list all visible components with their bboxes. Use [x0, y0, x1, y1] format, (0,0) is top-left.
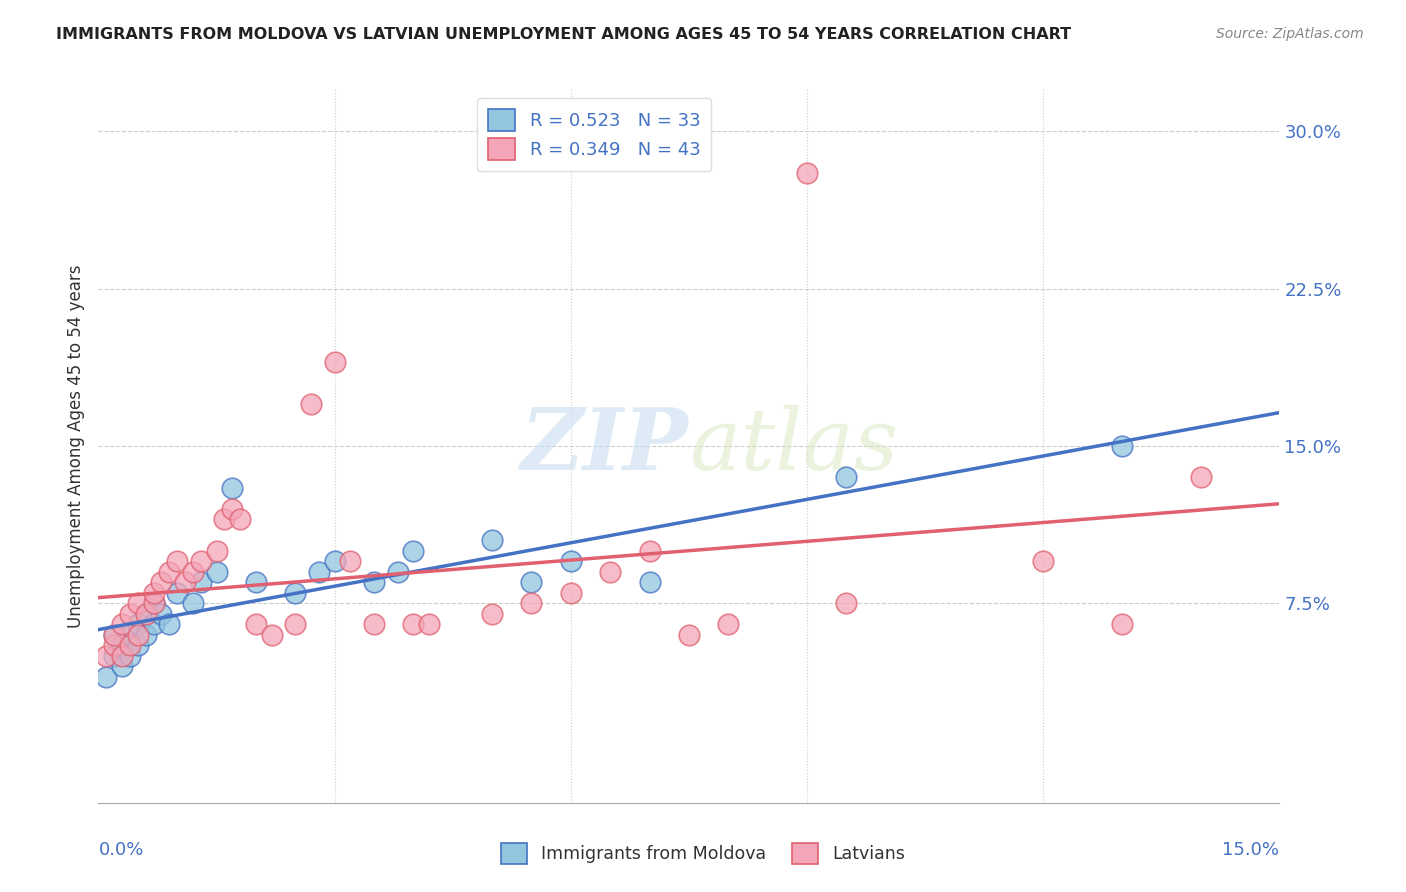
- Point: [363, 617, 385, 632]
- Point: [402, 617, 425, 632]
- Point: [111, 639, 134, 653]
- Point: [221, 502, 243, 516]
- Point: [229, 512, 252, 526]
- Point: [135, 628, 157, 642]
- Point: [181, 565, 204, 579]
- Point: [481, 533, 503, 548]
- Text: 0.0%: 0.0%: [98, 840, 143, 859]
- Point: [118, 607, 141, 621]
- Point: [111, 648, 134, 663]
- Point: [560, 554, 582, 568]
- Point: [481, 607, 503, 621]
- Point: [638, 544, 661, 558]
- Point: [560, 586, 582, 600]
- Point: [118, 628, 141, 642]
- Y-axis label: Unemployment Among Ages 45 to 54 years: Unemployment Among Ages 45 to 54 years: [66, 264, 84, 628]
- Point: [796, 166, 818, 180]
- Legend: R = 0.523   N = 33, R = 0.349   N = 43: R = 0.523 N = 33, R = 0.349 N = 43: [478, 98, 711, 171]
- Point: [103, 648, 125, 663]
- Point: [127, 628, 149, 642]
- Point: [387, 565, 409, 579]
- Point: [166, 586, 188, 600]
- Point: [174, 575, 197, 590]
- Point: [1032, 554, 1054, 568]
- Point: [181, 596, 204, 610]
- Point: [284, 617, 307, 632]
- Point: [418, 617, 440, 632]
- Point: [1189, 470, 1212, 484]
- Point: [308, 565, 330, 579]
- Point: [245, 575, 267, 590]
- Point: [150, 607, 173, 621]
- Point: [363, 575, 385, 590]
- Point: [157, 565, 180, 579]
- Point: [599, 565, 621, 579]
- Point: [1111, 439, 1133, 453]
- Point: [142, 596, 165, 610]
- Point: [520, 596, 543, 610]
- Point: [127, 639, 149, 653]
- Point: [127, 617, 149, 632]
- Point: [111, 617, 134, 632]
- Point: [214, 512, 236, 526]
- Point: [150, 575, 173, 590]
- Point: [717, 617, 740, 632]
- Point: [835, 470, 858, 484]
- Point: [103, 628, 125, 642]
- Text: atlas: atlas: [689, 405, 898, 487]
- Text: Source: ZipAtlas.com: Source: ZipAtlas.com: [1216, 27, 1364, 41]
- Point: [190, 554, 212, 568]
- Point: [135, 607, 157, 621]
- Legend: Immigrants from Moldova, Latvians: Immigrants from Moldova, Latvians: [491, 832, 915, 874]
- Point: [323, 554, 346, 568]
- Point: [118, 648, 141, 663]
- Point: [1111, 617, 1133, 632]
- Point: [190, 575, 212, 590]
- Point: [135, 607, 157, 621]
- Point: [221, 481, 243, 495]
- Point: [638, 575, 661, 590]
- Point: [323, 355, 346, 369]
- Point: [402, 544, 425, 558]
- Point: [520, 575, 543, 590]
- Point: [142, 596, 165, 610]
- Point: [166, 554, 188, 568]
- Text: 15.0%: 15.0%: [1222, 840, 1279, 859]
- Point: [96, 670, 118, 684]
- Point: [205, 544, 228, 558]
- Point: [284, 586, 307, 600]
- Point: [142, 586, 165, 600]
- Point: [339, 554, 361, 568]
- Point: [103, 639, 125, 653]
- Point: [96, 648, 118, 663]
- Point: [260, 628, 283, 642]
- Point: [245, 617, 267, 632]
- Point: [103, 628, 125, 642]
- Text: ZIP: ZIP: [522, 404, 689, 488]
- Point: [111, 659, 134, 673]
- Point: [835, 596, 858, 610]
- Point: [157, 617, 180, 632]
- Point: [142, 617, 165, 632]
- Point: [678, 628, 700, 642]
- Point: [205, 565, 228, 579]
- Point: [118, 639, 141, 653]
- Point: [127, 596, 149, 610]
- Text: IMMIGRANTS FROM MOLDOVA VS LATVIAN UNEMPLOYMENT AMONG AGES 45 TO 54 YEARS CORREL: IMMIGRANTS FROM MOLDOVA VS LATVIAN UNEMP…: [56, 27, 1071, 42]
- Point: [299, 397, 322, 411]
